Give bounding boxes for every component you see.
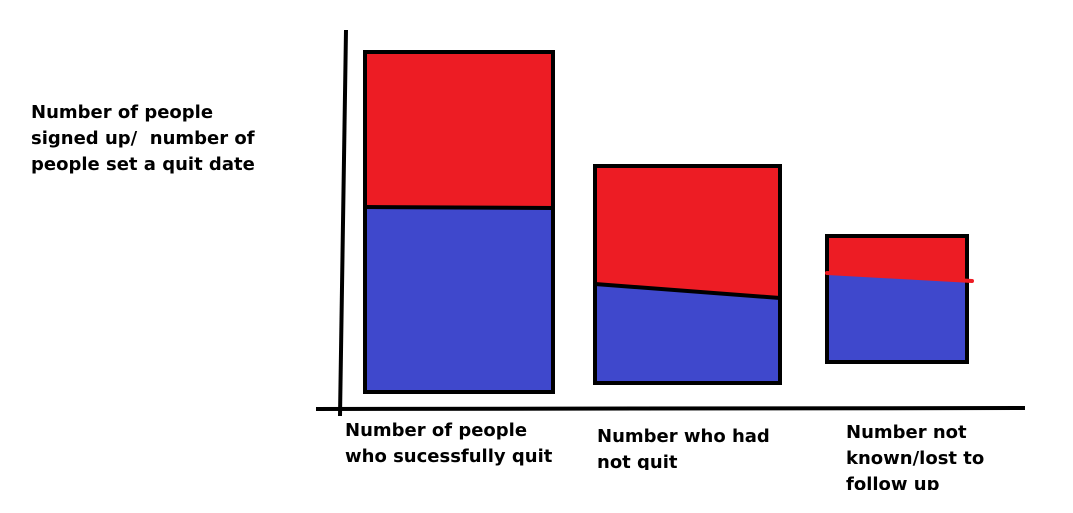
- y-axis: [338, 29, 348, 417]
- bar-segment-red: [827, 236, 967, 281]
- bar-outline: [363, 50, 555, 394]
- bar-segment-red: [365, 52, 553, 208]
- x-axis: [315, 406, 1026, 411]
- bar-segment-blue: [595, 284, 780, 383]
- category-label: Number not known/lost to follow up: [846, 422, 991, 490]
- category-label: Number of people who sucessfully quit: [345, 420, 553, 467]
- bar-segment-blue: [365, 207, 553, 392]
- y-axis-label: Number of people signed up/ number of pe…: [31, 102, 255, 175]
- bar-outline: [593, 164, 782, 385]
- bar-segment-blue: [827, 273, 967, 362]
- split-line: [364, 205, 554, 210]
- split-line: [594, 282, 781, 300]
- split-line: [825, 271, 974, 283]
- bar-outline: [825, 234, 969, 364]
- category-label: Number who had not quit: [597, 426, 777, 470]
- bar-segment-red: [595, 166, 780, 298]
